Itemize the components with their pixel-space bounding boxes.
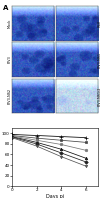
Y-axis label: RSV: RSV <box>98 20 100 27</box>
Y-axis label: PIV3-NS1/2: PIV3-NS1/2 <box>98 86 100 106</box>
X-axis label: Days pi: Days pi <box>46 194 64 198</box>
Y-axis label: Mock: Mock <box>8 19 12 28</box>
Y-axis label: PIV3-NS1: PIV3-NS1 <box>98 51 100 68</box>
Y-axis label: PIV3-NS2: PIV3-NS2 <box>8 88 12 104</box>
Y-axis label: PIV3: PIV3 <box>8 56 12 64</box>
Text: A: A <box>3 5 9 11</box>
